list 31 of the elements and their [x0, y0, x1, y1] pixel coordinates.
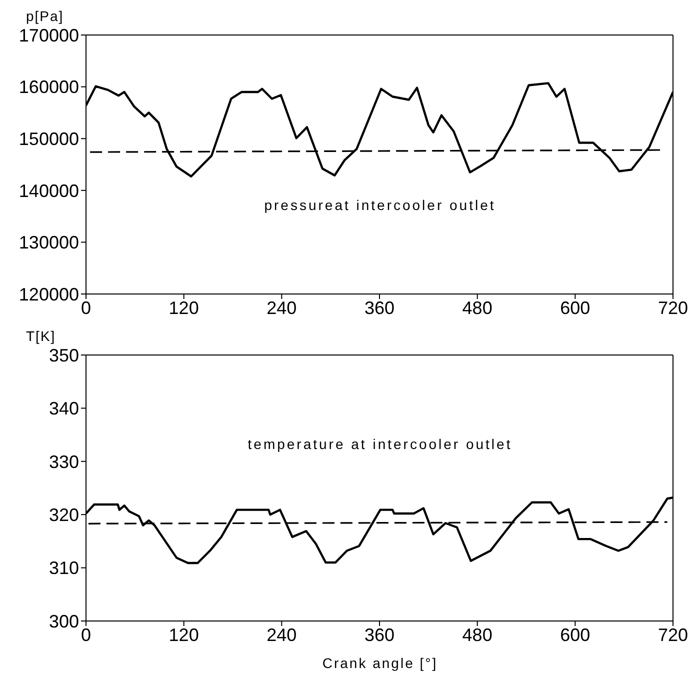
- x-tick-label: 360: [364, 298, 395, 318]
- x-tick-label: 120: [168, 624, 199, 645]
- x-tick-label: 720: [658, 624, 688, 645]
- y-tick-label: 120000: [18, 284, 79, 304]
- x-tick-label: 240: [266, 624, 297, 645]
- annotation: pressureat intercooler outlet: [263, 196, 497, 213]
- y-tick-label: 330: [48, 452, 79, 472]
- annotation: temperature at intercooler outlet: [246, 436, 514, 452]
- y-tick-label: 340: [48, 398, 79, 419]
- x-tick-label: 0: [80, 624, 92, 645]
- y-tick-label: 300: [48, 611, 79, 632]
- x-tick-label: 360: [364, 624, 395, 645]
- y-tick-label: 350: [48, 345, 79, 366]
- x-axis-title: Crank angle [°]: [321, 655, 439, 671]
- x-tick-label: 0: [80, 298, 92, 318]
- y-axis-title: p[Pa]: [26, 8, 64, 24]
- x-tick-label: 480: [462, 298, 492, 318]
- y-tick-label: 320: [48, 504, 79, 525]
- x-tick-label: 600: [560, 624, 590, 645]
- x-tick-label: 120: [168, 298, 199, 318]
- x-tick-label: 240: [266, 298, 297, 318]
- y-tick-label: 310: [48, 558, 79, 578]
- x-tick-label: 480: [462, 624, 492, 645]
- x-tick-label: 600: [560, 298, 590, 318]
- y-axis-title: T[K]: [26, 328, 56, 344]
- y-tick-label: 160000: [18, 77, 79, 98]
- y-tick-label: 170000: [18, 25, 79, 46]
- x-tick-label: 720: [658, 298, 688, 318]
- y-tick-label: 150000: [18, 128, 79, 149]
- y-tick-label: 140000: [18, 180, 79, 201]
- y-tick-label: 130000: [18, 232, 79, 253]
